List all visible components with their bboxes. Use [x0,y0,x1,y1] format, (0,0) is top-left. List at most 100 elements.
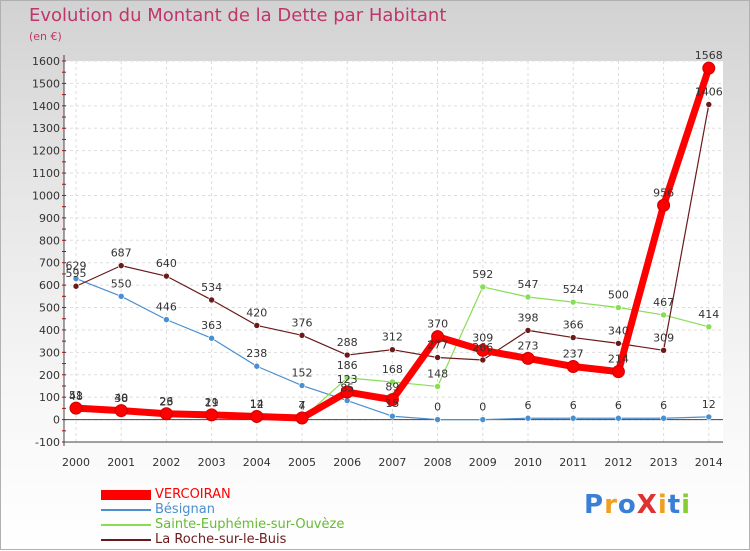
y-tick-label: 600 [39,279,60,292]
legend-item-la-roche: La Roche-sur-le-Buis [101,532,431,547]
data-label-sainte-euphemie: 38 [114,392,128,405]
data-label-vercoiran: 370 [427,318,448,331]
data-label-la-roche: 1406 [695,85,723,98]
data-point-la-roche [479,356,487,364]
data-point-vercoiran [295,411,309,425]
y-tick-label: 800 [39,234,60,247]
legend-swatch-vercoiran [101,490,151,500]
data-label-la-roche: 366 [563,319,584,332]
data-label-vercoiran: 51 [69,389,83,402]
data-label-vercoiran: 26 [159,395,173,408]
chart-legend: VERCOIRAN Bésignan Sainte-Euphémie-sur-O… [101,487,431,547]
x-tick-label: 2003 [198,456,226,469]
y-tick-label: 1000 [32,189,60,202]
data-point-la-roche [117,262,125,269]
data-label-vercoiran: 956 [653,186,674,199]
legend-swatch-sainte-euphemie [101,524,151,526]
y-tick-label: 1300 [32,122,60,135]
data-point-vercoiran [114,404,128,418]
data-point-besignan [208,334,215,342]
logo-letter: i [681,490,692,520]
data-point-la-roche [434,354,441,361]
data-point-besignan [615,414,622,422]
data-label-la-roche: 312 [382,331,403,344]
data-point-vercoiran [476,343,490,357]
y-tick-label: 300 [39,346,60,359]
data-point-sainte-euphemie [343,374,351,382]
data-label-la-roche: 266 [472,341,493,354]
x-tick-label: 2009 [469,456,497,469]
data-label-besignan: 152 [292,367,313,380]
x-tick-label: 2014 [695,456,723,469]
data-point-besignan [660,414,667,422]
data-point-vercoiran [521,351,535,365]
data-label-vercoiran: 1568 [695,49,723,62]
logo-letter: t [667,490,682,520]
data-point-besignan [117,293,125,300]
data-point-la-roche [72,282,80,290]
data-label-la-roche: 288 [337,336,358,349]
data-point-vercoiran [205,408,219,422]
data-point-sainte-euphemie [524,293,532,301]
data-point-vercoiran [431,330,445,344]
legend-item-sainte-euphemie: Sainte-Euphémie-sur-Ouvèze [101,517,431,532]
x-tick-label: 2007 [378,456,406,469]
data-label-besignan: 446 [156,301,177,314]
x-tick-label: 2010 [514,456,542,469]
x-tick-label: 2004 [243,456,271,469]
data-label-vercoiran: 14 [250,397,264,410]
legend-swatch-la-roche [101,539,151,541]
legend-item-besignan: Bésignan [101,502,431,517]
data-point-sainte-euphemie [705,323,713,331]
data-label-sainte-euphemie: 168 [382,363,403,376]
logo-letter: r [604,490,618,520]
x-tick-label: 2006 [333,456,361,469]
data-point-besignan [705,413,713,421]
data-point-la-roche [208,296,215,304]
data-label-sainte-euphemie: 19 [205,396,219,409]
data-label-vercoiran: 273 [518,339,539,352]
data-label-la-roche: 687 [111,247,132,260]
data-point-sainte-euphemie [615,304,622,311]
y-tick-label: 1200 [32,145,60,158]
y-tick-label: 900 [39,212,60,225]
data-label-vercoiran: 237 [563,347,584,360]
data-label-la-roche: 398 [518,311,539,324]
data-point-vercoiran [250,409,264,423]
data-point-besignan [479,416,487,423]
data-label-vercoiran: 7 [299,399,306,412]
x-tick-label: 2001 [107,456,135,469]
data-point-la-roche [163,272,170,280]
y-tick-label: 200 [39,369,60,382]
data-label-besignan: 12 [702,398,716,411]
data-point-la-roche [660,347,667,354]
data-point-la-roche [389,346,396,353]
data-point-la-roche [705,101,713,108]
y-tick-label: 400 [39,324,60,337]
data-point-vercoiran [657,198,671,212]
data-point-besignan [524,414,532,422]
x-tick-label: 2013 [650,456,678,469]
proxiti-logo: ProXiti [584,490,691,520]
y-tick-label: 1100 [32,167,60,180]
data-label-besignan: 363 [201,319,222,332]
plot-area [64,61,723,442]
data-label-besignan: 6 [660,399,667,412]
data-label-sainte-euphemie: 500 [608,289,629,302]
logo-letter: o [617,490,637,520]
data-label-la-roche: 376 [292,316,313,329]
data-point-besignan [253,362,261,370]
data-label-besignan: 6 [615,399,622,412]
data-label-besignan: 238 [246,347,267,360]
y-tick-label: 0 [53,414,60,427]
data-point-sainte-euphemie [569,298,577,306]
data-point-la-roche [343,351,351,359]
data-point-sainte-euphemie [434,383,441,390]
data-point-sainte-euphemie [660,311,667,319]
data-label-la-roche: 340 [608,324,629,337]
data-label-sainte-euphemie: 48 [69,390,83,403]
data-label-la-roche: 309 [653,331,674,344]
data-point-la-roche [569,334,577,341]
